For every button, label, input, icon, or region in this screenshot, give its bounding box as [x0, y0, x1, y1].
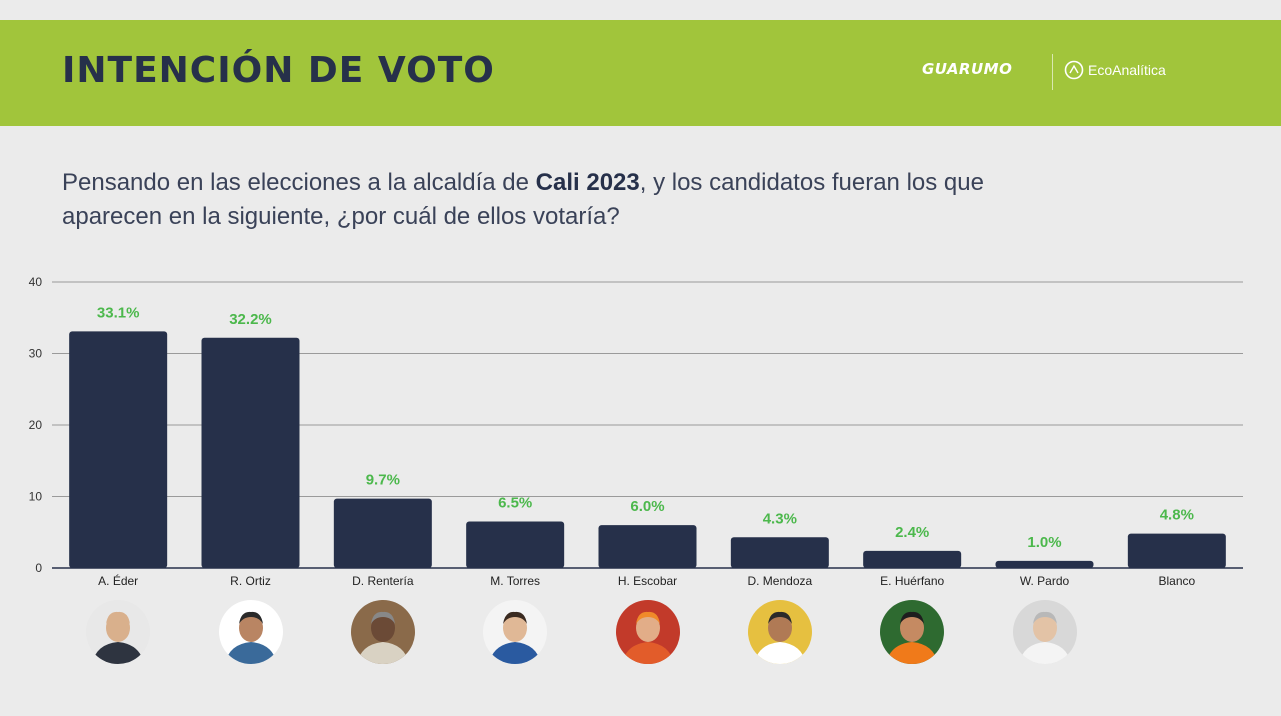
header-banner: INTENCIÓN DE VOTO GUARUMO EcoAnalítica: [0, 20, 1281, 126]
bar: [1127, 533, 1226, 568]
candidate-avatar: [86, 600, 151, 664]
candidate-avatar: [615, 600, 680, 664]
data-label: 4.3%: [763, 510, 797, 527]
vote-intention-chart: 0 10 20 30 40 33.1% A. Éder 32.2% R. Ortiz 9.7% D.…: [29, 275, 1243, 588]
x-tick-label: M. Torres: [490, 574, 540, 588]
data-label: 32.2%: [229, 311, 272, 328]
y-tick-label: 10: [29, 490, 43, 504]
bar: [598, 525, 697, 568]
candidate-avatar: [880, 600, 945, 664]
y-tick-label: 40: [29, 275, 43, 289]
x-tick-label: E. Huérfano: [880, 574, 944, 588]
candidate-avatar: [483, 600, 548, 664]
x-tick-label: H. Escobar: [618, 574, 677, 588]
data-label: 2.4%: [895, 524, 929, 541]
portrait-image: [218, 600, 283, 664]
candidate-avatar: [747, 600, 812, 664]
guarumo-logo: GUARUMO: [922, 60, 1013, 78]
bar: [333, 498, 432, 568]
survey-question: Pensando en las elecciones a la alcaldía…: [62, 166, 1042, 234]
page-title: INTENCIÓN DE VOTO: [62, 50, 495, 91]
bar: [995, 560, 1094, 568]
x-tick-label: D. Mendoza: [747, 574, 812, 588]
x-tick-label: D. Rentería: [352, 574, 414, 588]
data-label: 1.0%: [1027, 534, 1061, 551]
portrait-image: [615, 600, 680, 664]
question-text-bold: Cali 2023: [535, 169, 640, 196]
bar: [69, 331, 168, 568]
data-label: 6.0%: [630, 498, 664, 515]
portrait-image: [350, 600, 415, 664]
x-tick-label: A. Éder: [98, 573, 138, 588]
bar: [466, 521, 565, 568]
data-label: 9.7%: [366, 472, 400, 489]
y-tick-label: 20: [29, 418, 43, 432]
portrait-image: [86, 600, 151, 664]
portrait-image: [747, 600, 812, 664]
question-text-end: , y los candidatos fueran los que aparec…: [62, 169, 984, 230]
bar: [863, 550, 962, 568]
bar: [201, 337, 300, 568]
x-tick-label: W. Pardo: [1020, 574, 1070, 588]
data-label: 4.8%: [1160, 507, 1194, 524]
data-label: 33.1%: [97, 304, 140, 321]
portrait-image: [1012, 600, 1077, 664]
x-tick-label: R. Ortiz: [230, 574, 271, 588]
bar: [730, 537, 829, 568]
question-text-start: Pensando en las elecciones a la alcaldía…: [62, 169, 536, 196]
y-tick-label: 30: [29, 347, 43, 361]
portrait-image: [880, 600, 945, 664]
y-tick-label: 0: [35, 561, 42, 575]
candidate-avatar: [1012, 600, 1077, 664]
ecoanalitica-logo-icon: [1064, 60, 1084, 80]
ecoanalitica-logo: EcoAnalítica: [1088, 62, 1166, 78]
x-tick-label: Blanco: [1158, 574, 1195, 588]
candidate-avatar: [218, 600, 283, 664]
logo-divider: [1052, 54, 1053, 90]
portrait-image: [483, 600, 548, 664]
candidate-avatar: [350, 600, 415, 664]
data-label: 6.5%: [498, 495, 532, 512]
